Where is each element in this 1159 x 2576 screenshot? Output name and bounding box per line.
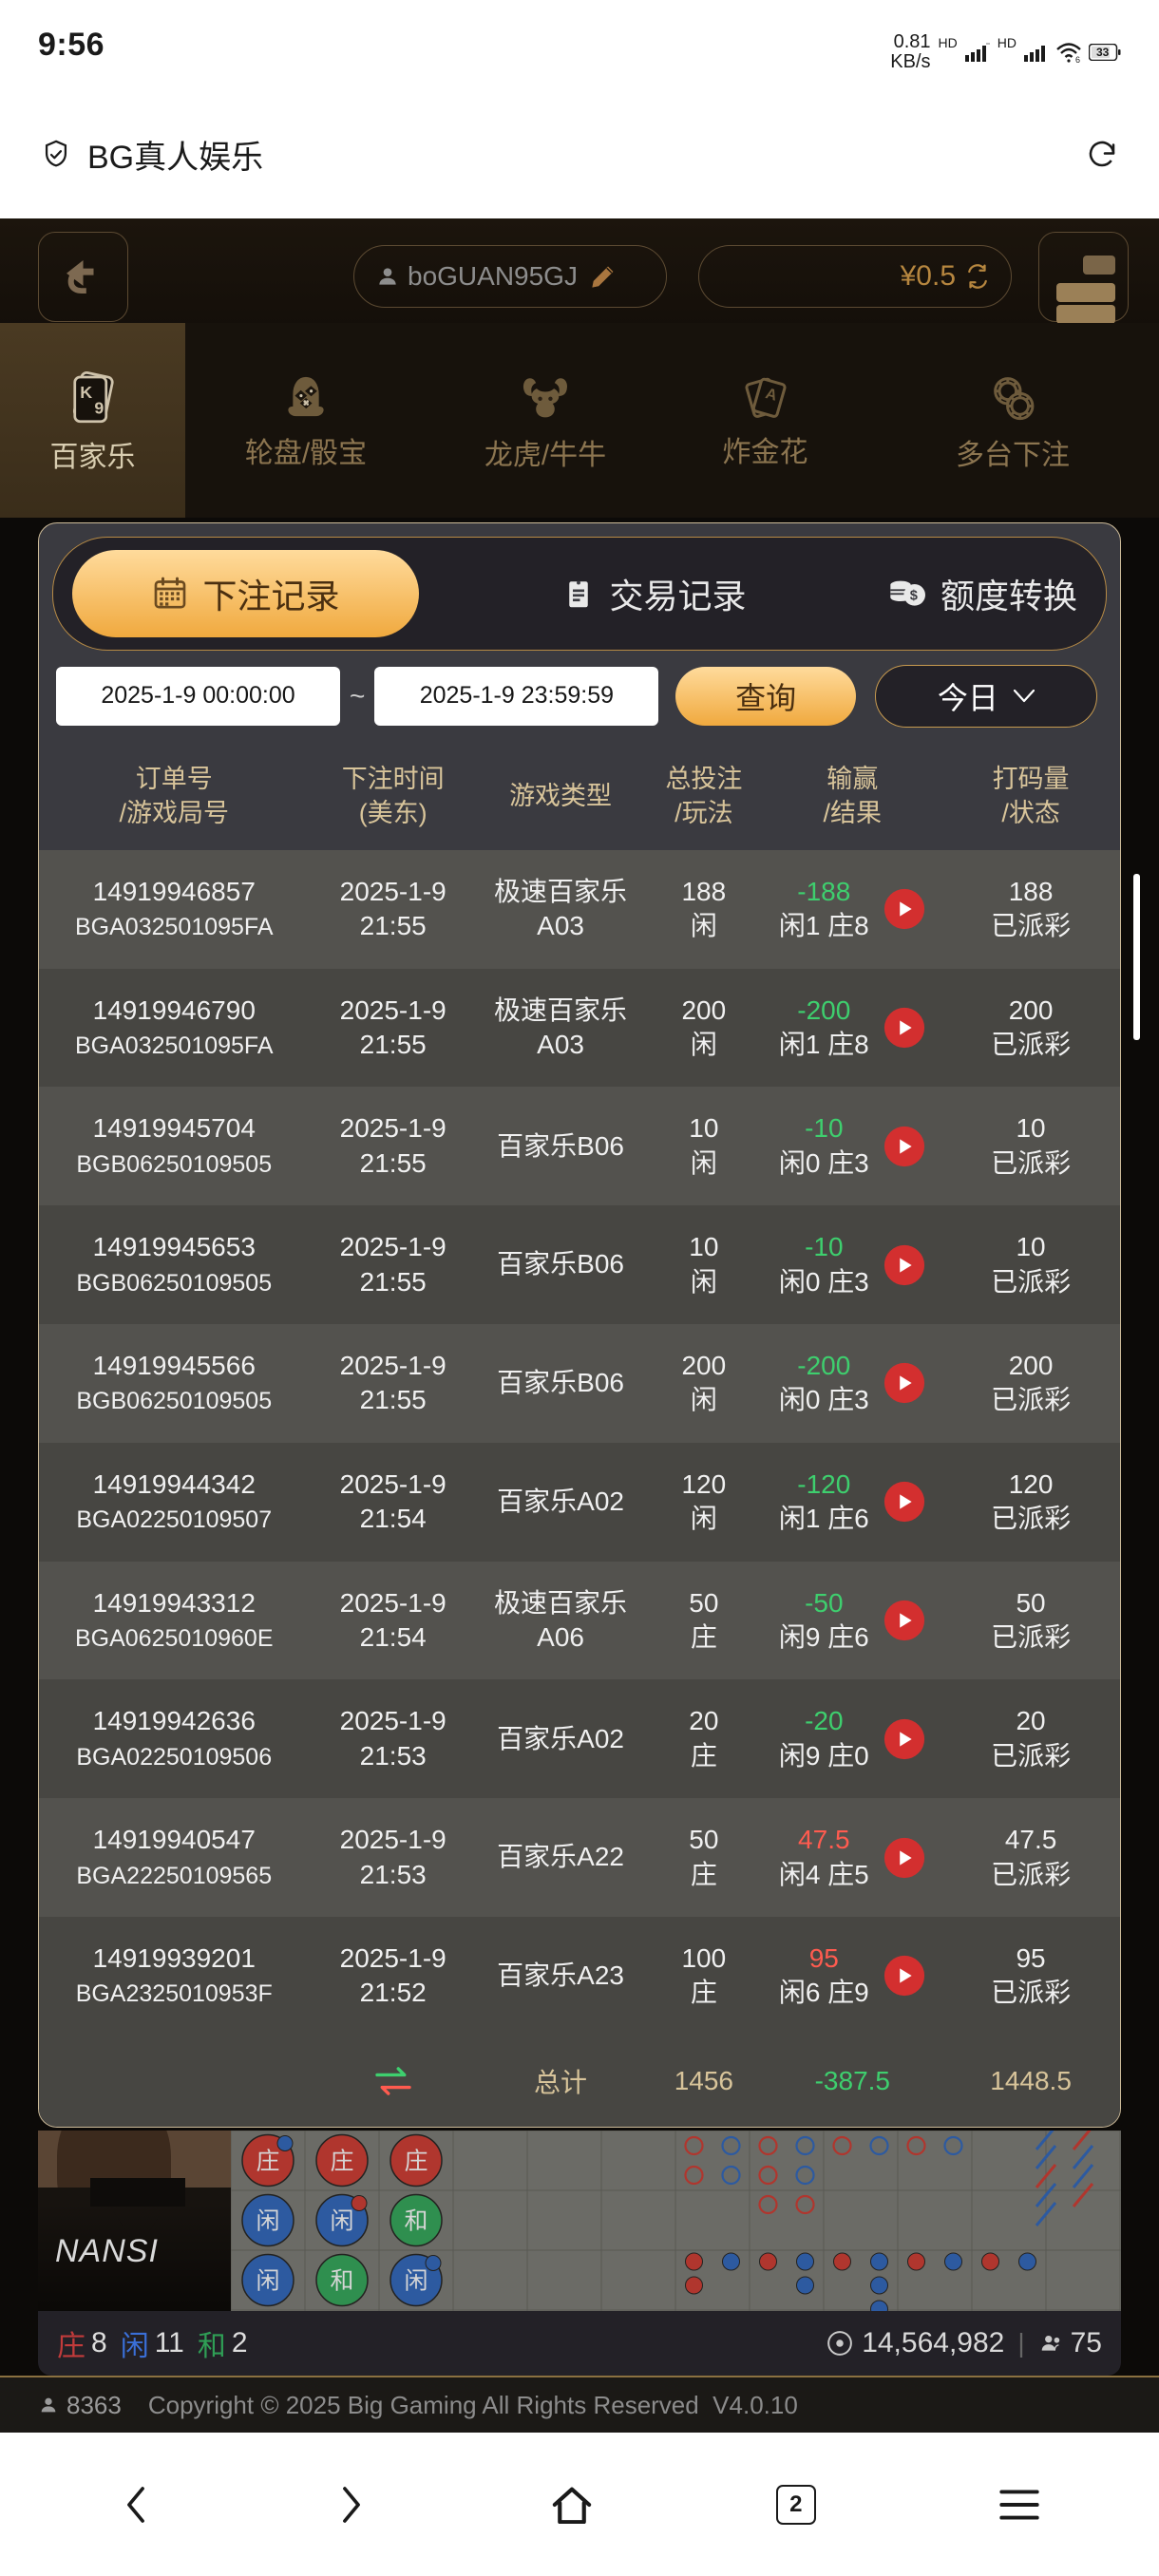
svg-text:9: 9 [94,398,104,417]
svg-text:33: 33 [1096,46,1110,59]
svg-text:闲: 闲 [330,2208,353,2235]
svg-text:庄: 庄 [404,2149,428,2175]
svg-text:闲: 闲 [256,2208,279,2235]
svg-text:K: K [80,383,92,402]
svg-text:和: 和 [404,2208,428,2235]
svg-text:闲: 闲 [256,2268,279,2295]
svg-text:和: 和 [330,2268,353,2295]
svg-text:庄: 庄 [330,2149,353,2175]
svg-text:庄: 庄 [256,2149,279,2175]
svg-text:$: $ [910,588,918,603]
svg-text:6: 6 [1075,55,1080,63]
svg-text:闲: 闲 [404,2268,428,2295]
